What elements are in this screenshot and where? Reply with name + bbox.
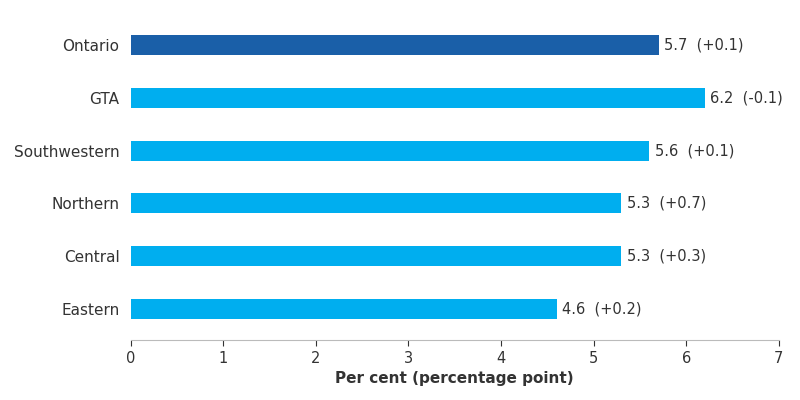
Text: 5.3  (+0.3): 5.3 (+0.3) [627, 248, 706, 264]
Bar [130, 298, 557, 318]
Text: 4.6  (+0.2): 4.6 (+0.2) [562, 301, 642, 316]
Text: 6.2  (-0.1): 6.2 (-0.1) [710, 90, 783, 106]
Bar [130, 193, 622, 213]
Bar [130, 141, 650, 161]
X-axis label: Per cent (percentage point): Per cent (percentage point) [335, 371, 574, 386]
Text: 5.3  (+0.7): 5.3 (+0.7) [627, 196, 706, 211]
Bar [130, 88, 705, 108]
Text: 5.7  (+0.1): 5.7 (+0.1) [664, 38, 743, 53]
Bar [130, 36, 658, 56]
Bar [130, 246, 622, 266]
Text: 5.6  (+0.1): 5.6 (+0.1) [655, 143, 734, 158]
